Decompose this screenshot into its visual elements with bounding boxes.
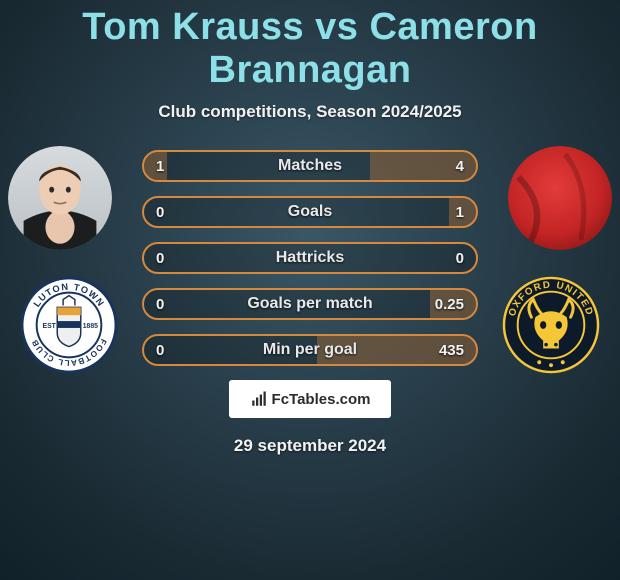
stat-label: Goals per match: [144, 290, 476, 318]
brand-text: FcTables.com: [272, 391, 371, 408]
stat-bars: 1Matches40Goals10Hattricks00Goals per ma…: [142, 146, 478, 366]
stat-value-right: 4: [456, 152, 464, 180]
svg-text:EST: EST: [43, 323, 57, 330]
chart-icon: [250, 390, 268, 408]
page-title: Tom Krauss vs Cameron Brannagan: [0, 0, 620, 92]
stat-bar: 0Min per goal435: [142, 334, 478, 366]
comparison-arena: LUTON TOWN FOOTBALL CLUB EST 1885: [0, 146, 620, 456]
stat-label: Matches: [144, 152, 476, 180]
stat-bar: 0Goals per match0.25: [142, 288, 478, 320]
club-right-badge: OXFORD UNITED: [502, 276, 600, 374]
subtitle: Club competitions, Season 2024/2025: [0, 102, 620, 122]
player-right-avatar: [508, 146, 612, 250]
club-left-badge: LUTON TOWN FOOTBALL CLUB EST 1885: [20, 276, 118, 374]
stat-value-right: 1: [456, 198, 464, 226]
stat-label: Goals: [144, 198, 476, 226]
stat-label: Hattricks: [144, 244, 476, 272]
svg-text:1885: 1885: [83, 323, 98, 330]
stat-value-right: 0.25: [435, 290, 464, 318]
stat-value-right: 435: [439, 336, 464, 364]
stat-label: Min per goal: [144, 336, 476, 364]
brand-badge: FcTables.com: [229, 380, 391, 418]
stat-bar: 0Hattricks0: [142, 242, 478, 274]
stat-bar: 0Goals1: [142, 196, 478, 228]
date-text: 29 september 2024: [0, 436, 620, 456]
stat-value-right: 0: [456, 244, 464, 272]
player-left-avatar: [8, 146, 112, 250]
stat-bar: 1Matches4: [142, 150, 478, 182]
